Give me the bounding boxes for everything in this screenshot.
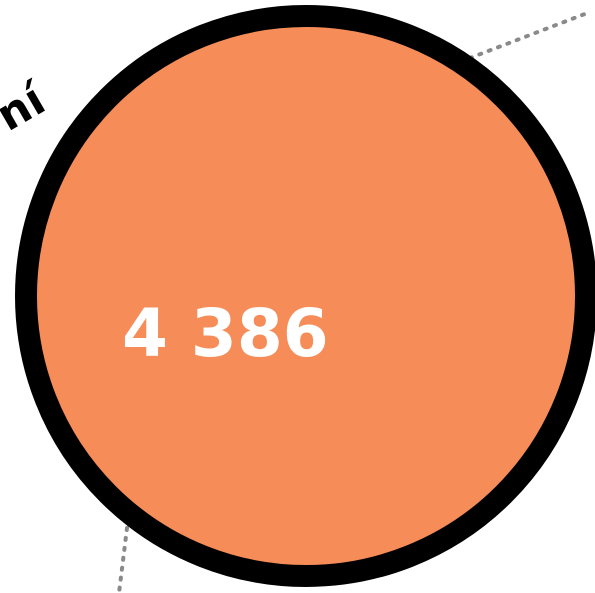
connector-line-top (468, 10, 592, 60)
set-value-label: 4 386 (122, 295, 329, 372)
arc-label: ní (0, 73, 56, 142)
connector-line-bottom (117, 526, 129, 593)
set-circle (15, 5, 595, 587)
